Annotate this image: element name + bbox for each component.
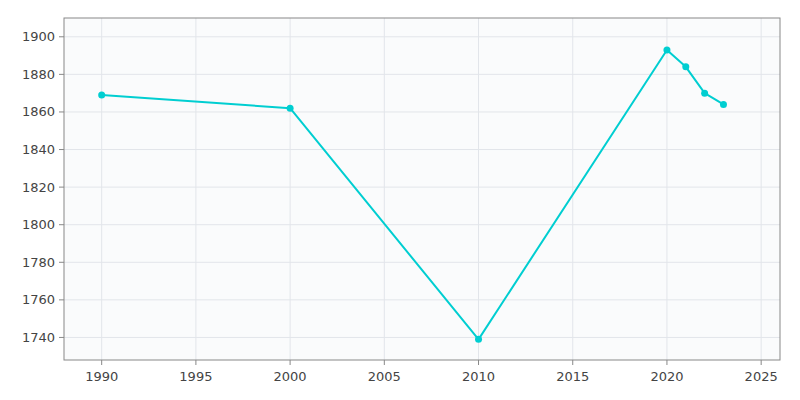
tick-x	[384, 360, 385, 365]
tick-x	[572, 360, 573, 365]
grid-line-y	[64, 187, 780, 188]
point	[98, 92, 105, 99]
tick-label-y: 1860	[22, 104, 55, 119]
tick-label-y: 1780	[22, 255, 55, 270]
grid-line-x	[195, 18, 196, 360]
tick-y	[59, 224, 64, 225]
tick-label-x: 2020	[650, 369, 683, 384]
grid-line-x	[478, 18, 479, 360]
axes: 1990 1995 2000 2005 2010 2015 2020 2025 1740 1760…	[22, 29, 778, 384]
plot-background	[64, 18, 780, 360]
grid-line-y	[64, 262, 780, 263]
grid-line-y	[64, 337, 780, 338]
tick-label-y: 1760	[22, 292, 55, 307]
tick-label-y: 1820	[22, 180, 55, 195]
chart: 1990 1995 2000 2005 2010 2015 2020 2025 1740 1760…	[0, 0, 800, 400]
grid-line-x	[572, 18, 573, 360]
grid-line-y	[64, 299, 780, 300]
plot-frame	[64, 18, 780, 360]
tick-label-x: 1990	[85, 369, 118, 384]
tick-x	[761, 360, 762, 365]
tick-label-y: 1840	[22, 142, 55, 157]
tick-y	[59, 36, 64, 37]
tick-label-y: 1800	[22, 217, 55, 232]
tick-y	[59, 149, 64, 150]
point	[475, 336, 482, 343]
grid-line-y	[64, 111, 780, 112]
point	[720, 101, 727, 108]
tick-label-x: 2005	[368, 369, 401, 384]
tick-label-x: 2025	[745, 369, 778, 384]
tick-label-y: 1880	[22, 67, 55, 82]
tick-label-x: 1995	[179, 369, 212, 384]
grid-line-y	[64, 224, 780, 225]
tick-y	[59, 337, 64, 338]
tick-label-x: 2000	[274, 369, 307, 384]
grid-line-y	[64, 149, 780, 150]
line	[102, 50, 724, 339]
tick-x	[478, 360, 479, 365]
grid-line-y	[64, 74, 780, 75]
tick-x	[101, 360, 102, 365]
grid-line-x	[761, 18, 762, 360]
point	[682, 63, 689, 70]
tick-y	[59, 74, 64, 75]
tick-y	[59, 111, 64, 112]
grid-line-x	[666, 18, 667, 360]
point	[663, 46, 670, 53]
point	[287, 105, 294, 112]
grid-line-x	[384, 18, 385, 360]
tick-label-x: 2015	[556, 369, 589, 384]
tick-label-y: 1900	[22, 29, 55, 44]
tick-label-x: 2010	[462, 369, 495, 384]
chart-container: 1990 1995 2000 2005 2010 2015 2020 2025 1740 1760…	[0, 0, 800, 400]
point	[701, 90, 708, 97]
tick-x	[195, 360, 196, 365]
grid	[64, 18, 780, 360]
grid-line-y	[64, 36, 780, 37]
data	[98, 46, 727, 342]
tick-y	[59, 187, 64, 188]
tick-x	[666, 360, 667, 365]
tick-x	[290, 360, 291, 365]
tick-y	[59, 299, 64, 300]
tick-label-y: 1740	[22, 330, 55, 345]
grid-line-x	[101, 18, 102, 360]
grid-line-x	[290, 18, 291, 360]
tick-y	[59, 262, 64, 263]
